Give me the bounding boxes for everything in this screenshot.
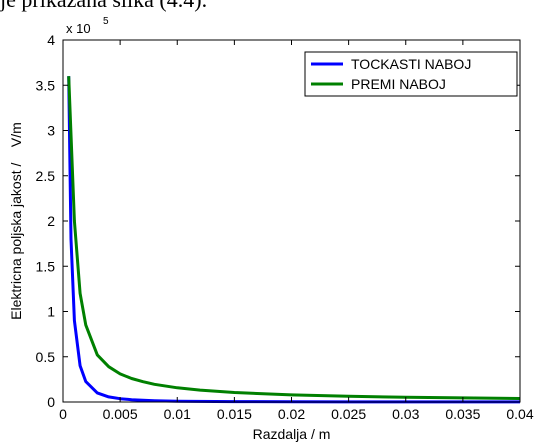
- x-tick-label: 0.03: [392, 406, 419, 422]
- page-caption-fragment: je prikazana slika (4.4).: [0, 0, 207, 13]
- plot-background: [63, 40, 520, 402]
- legend-label-0: TOCKASTI NABOJ: [351, 56, 471, 72]
- x-tick-label: 0.035: [445, 406, 480, 422]
- y-tick-label: 1: [47, 304, 55, 320]
- legend-label-1: PREMI NABOJ: [351, 76, 446, 92]
- x-tick-label: 0.015: [217, 406, 252, 422]
- plot-area: [63, 40, 520, 402]
- y-tick-label: 2.5: [36, 168, 56, 184]
- x-tick-label: 0: [59, 406, 67, 422]
- x-tick-label: 0.04: [506, 406, 533, 422]
- y-tick-label: 0: [47, 394, 55, 410]
- x-tick-label: 0.02: [278, 406, 305, 422]
- y-tick-label: 4: [47, 32, 55, 48]
- axes: 0 0.005 0.01 0.015 0.02 0.025 0.03 0.035 0.04 0 0.…: [8, 16, 534, 442]
- series-line-1: [67, 76, 521, 400]
- x-axis-label: Razdalja / m: [253, 426, 331, 442]
- legend: TOCKASTI NABOJ PREMI NABOJ: [304, 51, 518, 97]
- y-tick-label: 3: [47, 123, 55, 139]
- x-tick-label: 0.01: [164, 406, 191, 422]
- y-multiplier-exponent: 5: [103, 16, 109, 27]
- y-axis-label: Elektricna poljska jakost / V/m: [8, 122, 24, 320]
- y-tick-label: 3.5: [36, 77, 56, 93]
- x-tick-label: 0.005: [103, 406, 138, 422]
- legend-box: [304, 51, 518, 97]
- y-tick-label: 1.5: [36, 258, 56, 274]
- x-tick-label: 0.025: [331, 406, 366, 422]
- y-multiplier-base: x 10: [66, 21, 91, 36]
- y-tick-label: 0.5: [36, 349, 56, 365]
- y-tick-label: 2: [47, 213, 55, 229]
